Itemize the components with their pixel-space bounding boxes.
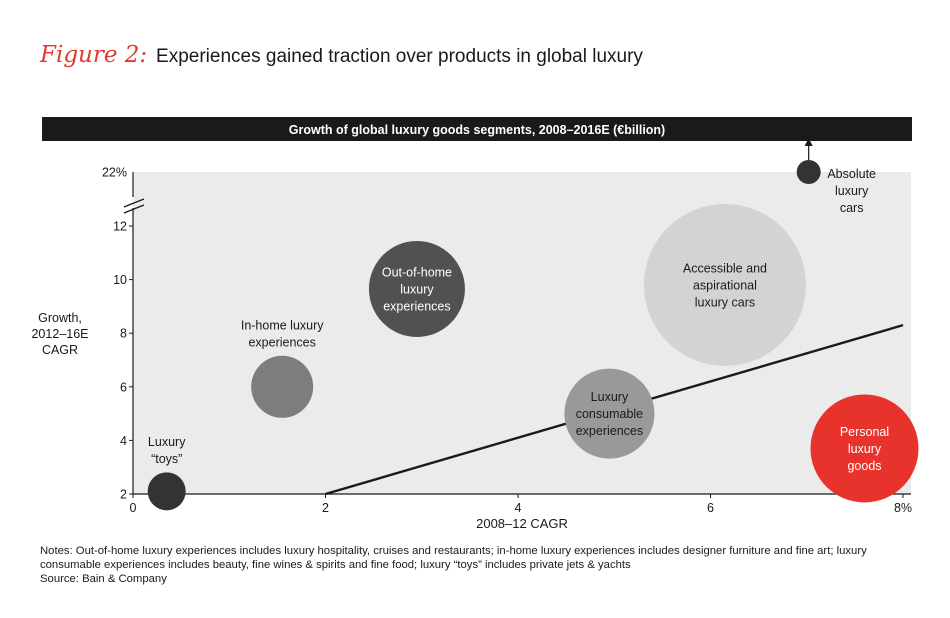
x-tick-label: 6 <box>707 501 714 515</box>
bubble-chart: Growth of global luxury goods segments, … <box>31 117 919 531</box>
x-tick-label: 8% <box>894 501 912 515</box>
figure-label: Figure 2: <box>40 42 148 68</box>
notes-text: Notes: Out-of-home luxury experiences in… <box>40 545 867 571</box>
bubble <box>796 160 821 184</box>
x-tick-label: 0 <box>130 501 137 515</box>
y-tick-label: 12 <box>113 220 127 234</box>
bubble-label: Accessible and <box>683 261 767 275</box>
x-tick-label: 4 <box>515 501 522 515</box>
y-axis-title-line: 2012–16E <box>31 327 88 341</box>
bubble-label: goods <box>847 459 881 473</box>
chart-header-bar <box>42 117 912 141</box>
figure-title-text: Experiences gained traction over product… <box>156 46 643 67</box>
y-tick-label: 8 <box>120 327 127 341</box>
bubble <box>643 203 806 366</box>
bubble-label: consumable <box>576 407 643 421</box>
bubble-label: luxury <box>400 282 434 296</box>
bubble-label: experiences <box>248 335 315 349</box>
y-tick-label: 6 <box>120 380 127 394</box>
bubble-label: aspirational <box>693 278 757 292</box>
bubble <box>147 472 186 511</box>
bubble-label: Out-of-home <box>382 265 452 279</box>
chart-title: Growth of global luxury goods segments, … <box>289 123 665 137</box>
y-tick-label: 4 <box>120 434 127 448</box>
bubble-label: experiences <box>576 424 643 438</box>
notes-section: Notes: Out-of-home luxury experiences in… <box>40 544 920 586</box>
bubble-label: luxury cars <box>695 295 755 309</box>
bubble <box>368 240 465 337</box>
y-axis-title-line: Growth, <box>38 311 82 325</box>
axis-break-mark <box>123 204 145 214</box>
bubble-label: Personal <box>840 425 889 439</box>
y-axis-title-line: CAGR <box>42 343 78 357</box>
bubble-label: In-home luxury <box>241 318 324 332</box>
x-tick-label: 2 <box>322 501 329 515</box>
bubble-label: cars <box>840 201 864 215</box>
axis-break-mark <box>123 198 145 208</box>
up-arrow-head <box>804 138 813 146</box>
bubble-label: experiences <box>383 299 450 313</box>
bubble <box>810 394 919 503</box>
bubble <box>564 368 655 459</box>
y-tick-label: 10 <box>113 273 127 287</box>
bubble <box>251 355 314 418</box>
source-text: Source: Bain & Company <box>40 573 167 585</box>
bubble-label: Absolute <box>827 167 876 181</box>
bubble-label: “toys” <box>151 452 182 466</box>
bubble-label: luxury <box>835 184 869 198</box>
figure-title: Figure 2: Experiences gained traction ov… <box>40 33 643 70</box>
bubble-label: Luxury <box>148 435 186 449</box>
y-tick-label-break: 22% <box>102 166 127 180</box>
plot-area <box>133 172 911 494</box>
bubble-label: Luxury <box>591 390 629 404</box>
y-tick-label: 2 <box>120 488 127 502</box>
bubble-label: luxury <box>848 442 882 456</box>
x-axis-title: 2008–12 CAGR <box>476 516 568 531</box>
